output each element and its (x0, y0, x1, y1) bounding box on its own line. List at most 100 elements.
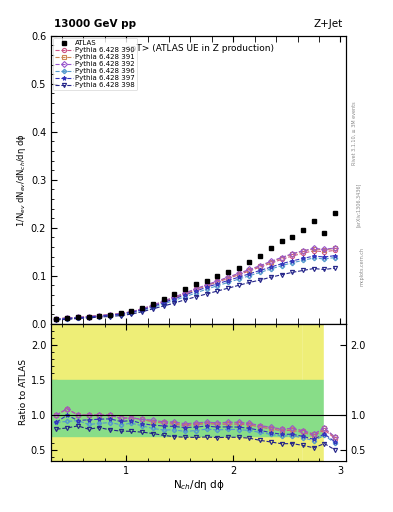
Pythia 6.428 390 (301, 250, 305, 257)
Pythia 6.428 396 (151, 304, 155, 310)
Pythia 6.428 398 (311, 265, 316, 271)
Pythia 6.428 392 (161, 298, 166, 304)
Pythia 6.428 391 (226, 274, 230, 281)
Pythia 6.428 398 (215, 288, 220, 294)
Pythia 6.428 396 (333, 254, 338, 261)
Pythia 6.428 392 (279, 254, 284, 261)
Pythia 6.428 397 (236, 274, 241, 280)
Pythia 6.428 392 (247, 266, 252, 272)
Pythia 6.428 397 (247, 271, 252, 277)
Pythia 6.428 398 (151, 306, 155, 312)
Pythia 6.428 392 (193, 286, 198, 292)
Pythia 6.428 392 (65, 315, 70, 321)
Pythia 6.428 391 (65, 315, 70, 321)
Pythia 6.428 392 (54, 316, 59, 322)
Pythia 6.428 397 (75, 315, 80, 321)
Pythia 6.428 391 (54, 316, 59, 322)
Pythia 6.428 392 (333, 245, 338, 251)
Pythia 6.428 396 (204, 286, 209, 292)
Line: Pythia 6.428 390: Pythia 6.428 390 (54, 248, 337, 321)
Pythia 6.428 391 (129, 309, 134, 315)
Pythia 6.428 390 (193, 287, 198, 293)
Text: <pT> (ATLAS UE in Z production): <pT> (ATLAS UE in Z production) (123, 45, 274, 53)
ATLAS (290, 234, 295, 241)
Pythia 6.428 392 (226, 274, 230, 280)
Pythia 6.428 391 (108, 311, 112, 317)
Text: 13000 GeV pp: 13000 GeV pp (54, 18, 136, 29)
Pythia 6.428 390 (322, 249, 327, 255)
Pythia 6.428 398 (118, 312, 123, 318)
Pythia 6.428 397 (226, 278, 230, 284)
Text: mcplots.cern.ch: mcplots.cern.ch (360, 247, 365, 286)
ATLAS (151, 301, 155, 307)
Pythia 6.428 391 (193, 286, 198, 292)
Pythia 6.428 390 (268, 260, 273, 266)
Pythia 6.428 392 (75, 314, 80, 321)
Pythia 6.428 391 (333, 245, 338, 251)
Pythia 6.428 392 (172, 294, 177, 300)
Pythia 6.428 391 (279, 255, 284, 261)
Pythia 6.428 398 (236, 282, 241, 288)
Pythia 6.428 391 (311, 246, 316, 252)
Pythia 6.428 390 (333, 247, 338, 253)
Pythia 6.428 391 (161, 298, 166, 304)
Pythia 6.428 391 (322, 247, 327, 253)
ATLAS (226, 269, 230, 275)
Pythia 6.428 397 (279, 261, 284, 267)
Pythia 6.428 390 (183, 291, 187, 297)
Pythia 6.428 396 (140, 307, 145, 313)
Pythia 6.428 396 (247, 273, 252, 279)
Pythia 6.428 398 (193, 294, 198, 300)
Pythia 6.428 390 (151, 303, 155, 309)
Pythia 6.428 398 (172, 300, 177, 306)
Pythia 6.428 390 (236, 272, 241, 278)
Pythia 6.428 390 (97, 312, 102, 318)
Pythia 6.428 397 (183, 292, 187, 298)
Pythia 6.428 397 (204, 284, 209, 290)
Pythia 6.428 398 (108, 313, 112, 319)
ATLAS (97, 312, 102, 318)
ATLAS (215, 273, 220, 279)
Pythia 6.428 391 (247, 267, 252, 273)
Pythia 6.428 397 (322, 254, 327, 260)
Pythia 6.428 392 (97, 312, 102, 318)
Pythia 6.428 396 (86, 314, 91, 321)
ATLAS (204, 278, 209, 284)
Pythia 6.428 390 (204, 283, 209, 289)
Pythia 6.428 397 (118, 311, 123, 317)
Pythia 6.428 396 (161, 301, 166, 307)
ATLAS (183, 286, 187, 292)
Pythia 6.428 392 (322, 246, 327, 252)
Pythia 6.428 398 (247, 280, 252, 286)
ATLAS (118, 310, 123, 316)
Pythia 6.428 392 (129, 309, 134, 315)
Pythia 6.428 396 (322, 256, 327, 262)
Pythia 6.428 396 (311, 255, 316, 261)
Text: Z+Jet: Z+Jet (314, 18, 343, 29)
ATLAS (258, 252, 263, 259)
Pythia 6.428 392 (290, 250, 295, 257)
Pythia 6.428 392 (236, 270, 241, 276)
Pythia 6.428 398 (161, 303, 166, 309)
ATLAS (140, 305, 145, 311)
Pythia 6.428 398 (65, 316, 70, 323)
ATLAS (65, 315, 70, 322)
ATLAS (172, 291, 177, 297)
Pythia 6.428 397 (172, 296, 177, 302)
ATLAS (311, 218, 316, 224)
Pythia 6.428 390 (108, 311, 112, 317)
Pythia 6.428 391 (86, 313, 91, 319)
Pythia 6.428 396 (54, 316, 59, 323)
Pythia 6.428 390 (215, 279, 220, 285)
Pythia 6.428 396 (97, 313, 102, 319)
Line: Pythia 6.428 391: Pythia 6.428 391 (54, 246, 337, 321)
ATLAS (54, 316, 59, 322)
Line: Pythia 6.428 398: Pythia 6.428 398 (54, 266, 337, 322)
Pythia 6.428 391 (215, 279, 220, 285)
Pythia 6.428 392 (183, 290, 187, 296)
Pythia 6.428 398 (129, 311, 134, 317)
Pythia 6.428 396 (301, 258, 305, 264)
Pythia 6.428 397 (258, 267, 263, 273)
Pythia 6.428 397 (301, 255, 305, 262)
Pythia 6.428 396 (193, 290, 198, 296)
